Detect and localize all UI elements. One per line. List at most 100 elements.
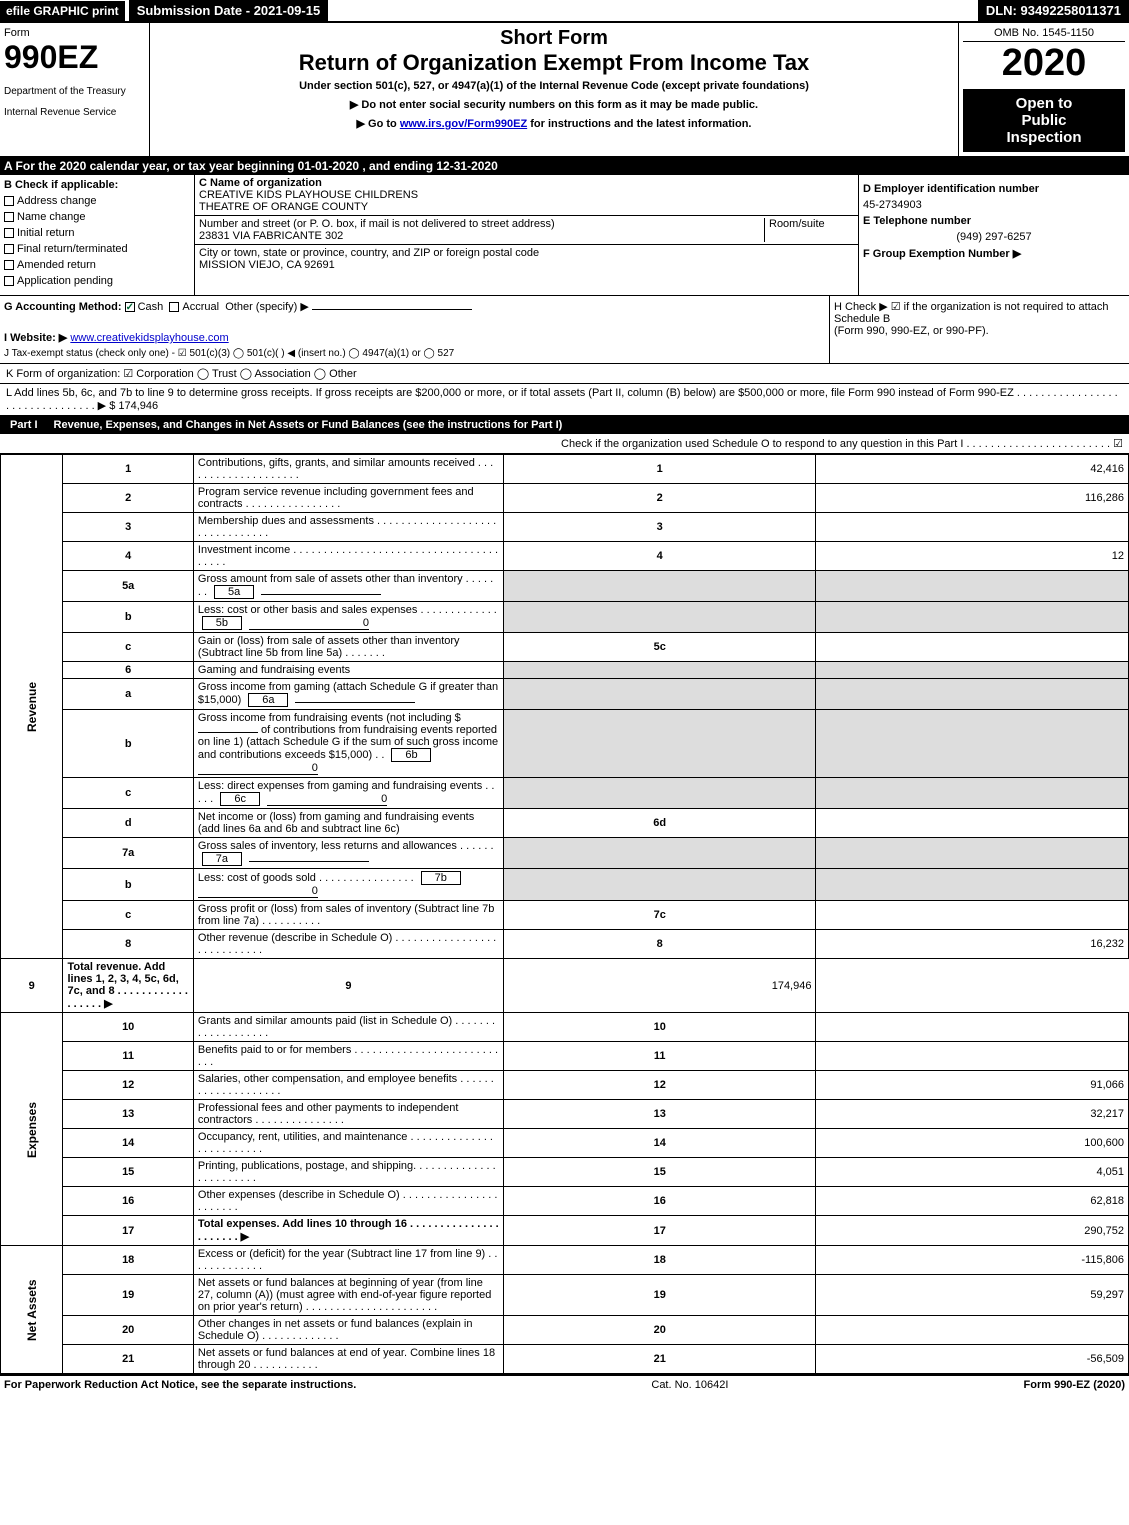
ssn-note: ▶ Do not enter social security numbers o… [158, 98, 950, 111]
check-amended-return[interactable]: Amended return [4, 259, 190, 271]
footer-left: For Paperwork Reduction Act Notice, see … [4, 1379, 356, 1391]
netassets-side-label: Net Assets [1, 1246, 63, 1374]
box-def: D Employer identification number 45-2734… [859, 175, 1129, 295]
period-row: A For the 2020 calendar year, or tax yea… [0, 157, 1129, 175]
footer-form-ref: Form 990-EZ (2020) [1024, 1379, 1125, 1391]
org-name-2: THEATRE OF ORANGE COUNTY [199, 201, 854, 213]
box-6c: 6c [220, 792, 260, 806]
irs-label: Internal Revenue Service [4, 107, 145, 118]
row-17: 17Total expenses. Add lines 10 through 1… [1, 1216, 1129, 1246]
box-5a: 5a [214, 585, 254, 599]
line-ref: 1 [503, 455, 815, 484]
street-label: Number and street (or P. O. box, if mail… [199, 218, 764, 230]
ein-label: D Employer identification number [863, 183, 1125, 195]
row-5b: bLess: cost or other basis and sales exp… [1, 602, 1129, 633]
check-accrual[interactable] [169, 302, 179, 312]
row-3: 3Membership dues and assessments . . . .… [1, 513, 1129, 542]
part1-table: Revenue 1 Contributions, gifts, grants, … [0, 454, 1129, 1374]
submission-date-box: Submission Date - 2021-09-15 [129, 0, 329, 21]
section-bcdef: B Check if applicable: Address change Na… [0, 175, 1129, 296]
footer: For Paperwork Reduction Act Notice, see … [0, 1374, 1129, 1394]
row-5a: 5aGross amount from sale of assets other… [1, 571, 1129, 602]
goto-post: for instructions and the latest informat… [527, 118, 751, 130]
code-subtitle: Under section 501(c), 527, or 4947(a)(1)… [158, 80, 950, 92]
year-cell: OMB No. 1545-1150 2020 Open to Public In… [959, 23, 1129, 156]
check-final-return[interactable]: Final return/terminated [4, 243, 190, 255]
revenue-side-label: Revenue [1, 455, 63, 959]
box-g: G Accounting Method: Cash Accrual Other … [0, 296, 829, 363]
check-address-change[interactable]: Address change [4, 195, 190, 207]
row-20: 20Other changes in net assets or fund ba… [1, 1316, 1129, 1345]
part1-label: Part I [0, 416, 48, 434]
row-1: Revenue 1 Contributions, gifts, grants, … [1, 455, 1129, 484]
box-6b: 6b [391, 748, 431, 762]
row-14: 14Occupancy, rent, utilities, and mainte… [1, 1129, 1129, 1158]
cash-label: Cash [138, 301, 164, 313]
other-specify-input[interactable] [312, 309, 472, 310]
row-7c: cGross profit or (loss) from sales of in… [1, 901, 1129, 930]
goto-pre: ▶ Go to [357, 118, 400, 130]
box-c-label: C Name of organization [199, 177, 854, 189]
box-c: C Name of organization CREATIVE KIDS PLA… [195, 175, 859, 295]
row-6b: bGross income from fundraising events (n… [1, 710, 1129, 778]
line-desc: Contributions, gifts, grants, and simila… [193, 455, 503, 484]
check-cash[interactable] [125, 302, 135, 312]
row-13: 13Professional fees and other payments t… [1, 1100, 1129, 1129]
open-line2: Public [967, 112, 1121, 129]
city-value: MISSION VIEJO, CA 92691 [199, 259, 854, 271]
row-7b: bLess: cost of goods sold . . . . . . . … [1, 869, 1129, 901]
row-8: 8Other revenue (describe in Schedule O) … [1, 930, 1129, 959]
box-b-header: B Check if applicable: [4, 179, 190, 191]
tel-label: E Telephone number [863, 215, 1125, 227]
efile-print-label[interactable]: efile GRAPHIC print [0, 1, 125, 21]
box-k: K Form of organization: ☑ Corporation ◯ … [0, 364, 1129, 384]
i-label: I Website: ▶ [4, 332, 67, 344]
omb-number: OMB No. 1545-1150 [963, 27, 1125, 42]
row-6: 6Gaming and fundraising events [1, 662, 1129, 679]
check-initial-return[interactable]: Initial return [4, 227, 190, 239]
row-6a: aGross income from gaming (attach Schedu… [1, 679, 1129, 710]
group-exemption-label: F Group Exemption Number ▶ [863, 247, 1125, 260]
city-label: City or town, state or province, country… [199, 247, 854, 259]
form-word: Form [4, 27, 145, 39]
row-16: 16Other expenses (describe in Schedule O… [1, 1187, 1129, 1216]
website-link[interactable]: www.creativekidsplayhouse.com [70, 332, 228, 344]
box-6a: 6a [248, 693, 288, 707]
box-h: H Check ▶ ☑ if the organization is not r… [829, 296, 1129, 363]
tel-value: (949) 297-6257 [863, 231, 1125, 243]
accrual-label: Accrual [182, 301, 219, 313]
open-line1: Open to [967, 95, 1121, 112]
row-19: 19Net assets or fund balances at beginni… [1, 1275, 1129, 1316]
row-6c: cLess: direct expenses from gaming and f… [1, 778, 1129, 809]
part1-header: Part I Revenue, Expenses, and Changes in… [0, 416, 1129, 434]
tax-year: 2020 [963, 42, 1125, 85]
row-18: Net Assets 18Excess or (deficit) for the… [1, 1246, 1129, 1275]
row-5c: cGain or (loss) from sale of assets othe… [1, 633, 1129, 662]
expenses-side-label: Expenses [1, 1013, 63, 1246]
other-label: Other (specify) ▶ [225, 301, 309, 313]
irs-link[interactable]: www.irs.gov/Form990EZ [400, 118, 527, 130]
room-suite-label: Room/suite [764, 218, 854, 242]
row-11: 11Benefits paid to or for members . . . … [1, 1042, 1129, 1071]
header-bar: efile GRAPHIC print Submission Date - 20… [0, 0, 1129, 23]
row-2: 2Program service revenue including gover… [1, 484, 1129, 513]
ein-value: 45-2734903 [863, 199, 1125, 211]
gh-row: G Accounting Method: Cash Accrual Other … [0, 296, 1129, 364]
box-7a: 7a [202, 852, 242, 866]
part1-check-note: Check if the organization used Schedule … [0, 434, 1129, 454]
row-4: 4Investment income . . . . . . . . . . .… [1, 542, 1129, 571]
department-label: Department of the Treasury [4, 86, 145, 97]
part1-title: Revenue, Expenses, and Changes in Net As… [48, 416, 1129, 434]
row-7a: 7aGross sales of inventory, less returns… [1, 838, 1129, 869]
j-label: J Tax-exempt status (check only one) - ☑… [4, 348, 825, 359]
row-12: 12Salaries, other compensation, and empl… [1, 1071, 1129, 1100]
line-num: 1 [63, 455, 193, 484]
street-value: 23831 VIA FABRICANTE 302 [199, 230, 764, 242]
form-number: 990EZ [4, 39, 145, 76]
check-application-pending[interactable]: Application pending [4, 275, 190, 287]
row-15: 15Printing, publications, postage, and s… [1, 1158, 1129, 1187]
org-name-1: CREATIVE KIDS PLAYHOUSE CHILDRENS [199, 189, 854, 201]
box-l: L Add lines 5b, 6c, and 7b to line 9 to … [0, 384, 1129, 416]
check-name-change[interactable]: Name change [4, 211, 190, 223]
title-cell: Short Form Return of Organization Exempt… [150, 23, 959, 156]
